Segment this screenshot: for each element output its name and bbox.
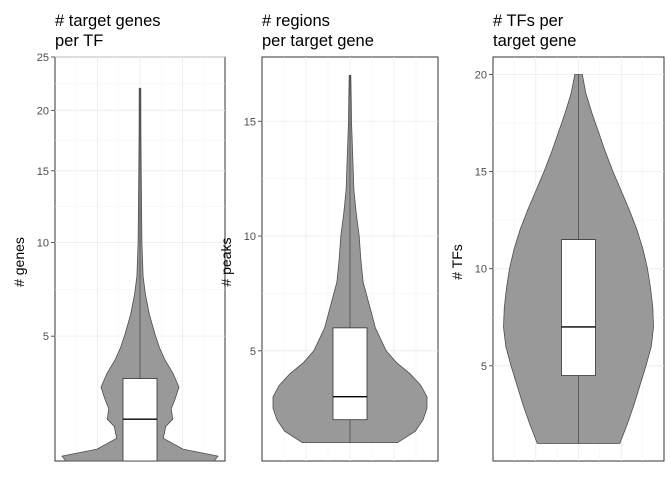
panel-3: 5 10 15 20 # TFs per target gene # TFs [449,12,665,462]
box-iqr [332,327,368,421]
panel-title-line: # regions [262,12,330,30]
y-tick-label: 25 [37,52,49,64]
panel-2: 5 10 15 # regions per target gene # peaks [218,12,439,462]
y-tick-label: 10 [244,231,256,243]
y-axis-label: # TFs [449,244,465,280]
y-axis-label: # genes [11,237,27,287]
y-tick-label: 10 [475,264,487,276]
panel-title-line: target gene [493,32,576,50]
panel-title: # target genes per TF [55,12,161,50]
y-tick-label: 5 [481,361,487,373]
y-tick-label: 15 [475,167,487,179]
y-tick-label: 15 [244,116,256,128]
y-tick-label: 5 [43,331,49,343]
panel-title-line: per target gene [262,32,374,50]
y-tick-label: 10 [37,238,49,250]
panel-title-line: # TFs per [493,12,564,30]
box-iqr [561,239,596,376]
panel-title: # TFs per target gene [493,12,576,50]
y-tick-label: 5 [250,346,256,358]
panel-title-line: # target genes [55,12,161,30]
y-tick-label: 15 [37,166,49,178]
y-tick-label: 20 [37,105,49,117]
panel-title: # regions per target gene [262,12,374,50]
y-tick-label: 20 [475,69,487,81]
panel-1: 5 10 15 20 25 # target genes per TF # genes [11,12,226,462]
y-axis-label: # peaks [218,237,234,286]
panel-title-line: per TF [55,32,103,50]
